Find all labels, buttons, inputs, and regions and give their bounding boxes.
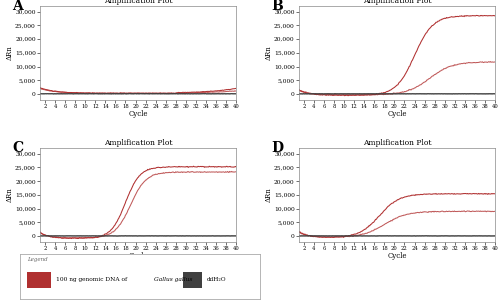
X-axis label: Cycle: Cycle (387, 110, 406, 118)
FancyBboxPatch shape (183, 272, 203, 288)
X-axis label: Cycle: Cycle (128, 110, 148, 118)
Title: Amplification Plot: Amplification Plot (104, 0, 172, 5)
Title: Amplification Plot: Amplification Plot (362, 0, 431, 5)
Text: Gallus gallus: Gallus gallus (154, 278, 193, 282)
X-axis label: Cycle: Cycle (387, 252, 406, 260)
Text: 100 ng genomic DNA of: 100 ng genomic DNA of (56, 278, 129, 282)
Text: B: B (272, 0, 283, 13)
Text: D: D (272, 141, 283, 155)
Y-axis label: ΔRn: ΔRn (6, 188, 14, 202)
Text: A: A (12, 0, 24, 13)
Title: Amplification Plot: Amplification Plot (104, 139, 172, 147)
Text: C: C (12, 141, 24, 155)
FancyBboxPatch shape (27, 272, 51, 288)
Y-axis label: ΔRn: ΔRn (6, 45, 14, 60)
Text: Legend: Legend (27, 257, 48, 262)
Title: Amplification Plot: Amplification Plot (362, 139, 431, 147)
Text: ddH₂O: ddH₂O (207, 278, 227, 282)
X-axis label: Cycle: Cycle (128, 252, 148, 260)
Y-axis label: ΔRn: ΔRn (264, 45, 272, 60)
Y-axis label: ΔRn: ΔRn (264, 188, 272, 202)
